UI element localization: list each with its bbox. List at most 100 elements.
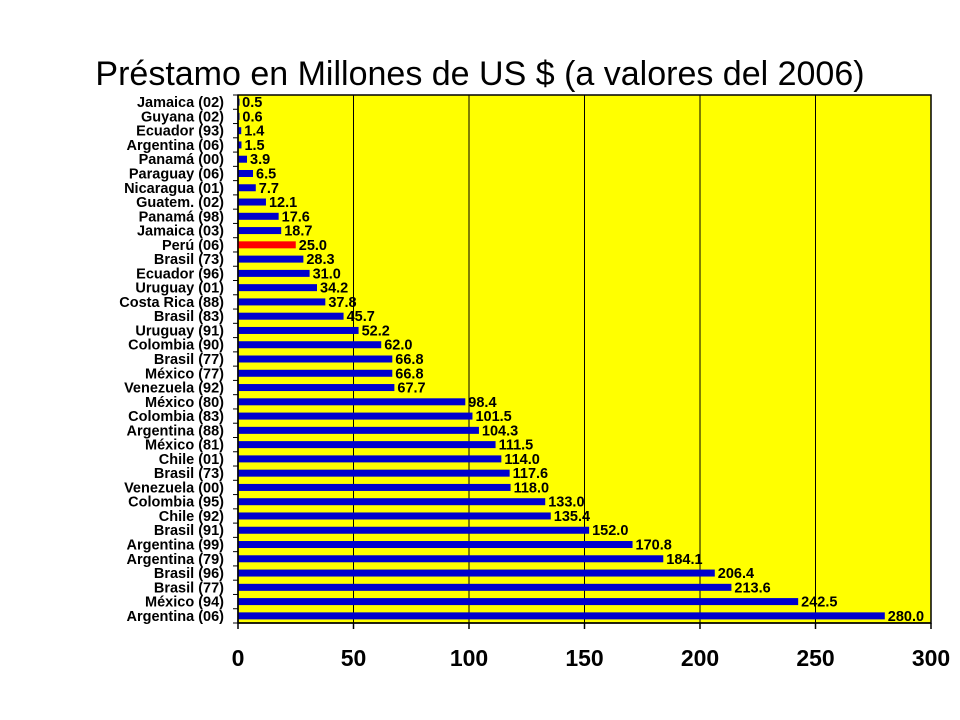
x-tick-label: 0 <box>232 645 245 671</box>
bars <box>238 98 885 620</box>
data-label: 213.6 <box>734 580 770 596</box>
x-tick-label: 300 <box>912 645 950 671</box>
data-label: 104.3 <box>482 423 518 439</box>
data-label: 25.0 <box>299 238 327 254</box>
category-label: Brasil (96) <box>154 566 224 582</box>
category-label: Uruguay (01) <box>135 281 224 297</box>
category-label: Nicaragua (01) <box>124 181 224 197</box>
x-tick-label: 150 <box>565 645 603 671</box>
data-label: 98.4 <box>468 395 496 411</box>
category-label: Argentina (06) <box>127 138 225 154</box>
category-label: Ecuador (96) <box>136 266 224 282</box>
data-label: 7.7 <box>259 181 279 197</box>
bar <box>238 398 466 406</box>
category-label: Venezuela (92) <box>124 381 224 397</box>
bar <box>238 355 393 363</box>
bar <box>238 269 310 277</box>
bar <box>238 455 502 463</box>
category-label: México (94) <box>145 595 224 611</box>
data-label: 101.5 <box>475 409 511 425</box>
category-label: Perú (06) <box>162 238 224 254</box>
category-label: Guyana (02) <box>141 109 224 125</box>
x-tick-label: 100 <box>450 645 488 671</box>
bar <box>238 255 304 263</box>
data-label: 206.4 <box>718 566 754 582</box>
bar <box>238 284 318 292</box>
data-label: 117.6 <box>513 466 549 482</box>
data-label: 6.5 <box>256 166 276 182</box>
category-label: Jamaica (02) <box>137 95 224 111</box>
bar <box>238 141 242 149</box>
data-label: 34.2 <box>320 281 348 297</box>
bar <box>238 212 279 220</box>
bar <box>238 498 546 506</box>
data-label: 28.3 <box>306 252 334 268</box>
bar <box>238 598 799 606</box>
category-label: Argentina (06) <box>127 609 225 625</box>
bar <box>238 326 359 334</box>
data-label: 12.1 <box>269 195 297 211</box>
category-label: México (81) <box>145 438 224 454</box>
category-label: México (80) <box>145 395 224 411</box>
category-label: Uruguay (91) <box>135 323 224 339</box>
bar <box>238 541 633 549</box>
data-label: 37.8 <box>328 295 356 311</box>
data-label: 1.5 <box>244 138 264 154</box>
bar <box>238 227 282 235</box>
data-label: 0.6 <box>242 109 262 125</box>
bar <box>238 155 248 163</box>
category-label: Brasil (83) <box>154 309 224 325</box>
bar <box>238 512 551 520</box>
category-label: Brasil (73) <box>154 466 224 482</box>
data-label: 280.0 <box>888 609 924 625</box>
data-label: 62.0 <box>384 338 412 354</box>
bar <box>238 127 242 135</box>
bar <box>238 341 382 349</box>
data-label: 184.1 <box>666 552 702 568</box>
data-label: 242.5 <box>801 595 837 611</box>
category-label: Costa Rica (88) <box>119 295 224 311</box>
data-label: 1.4 <box>244 124 264 140</box>
bar <box>238 569 715 577</box>
bar <box>238 298 326 306</box>
bar <box>238 384 395 392</box>
category-label: Argentina (99) <box>127 538 225 554</box>
data-label: 170.8 <box>636 538 672 554</box>
category-label: Jamaica (03) <box>137 224 224 240</box>
category-label: Brasil (73) <box>154 252 224 268</box>
data-label: 17.6 <box>282 209 310 225</box>
category-label: Brasil (91) <box>154 523 224 539</box>
category-label: Argentina (88) <box>127 423 225 439</box>
grid-lines <box>353 95 932 623</box>
category-label: Colombia (83) <box>128 409 224 425</box>
bar <box>238 469 510 477</box>
category-label: Colombia (95) <box>128 495 224 511</box>
category-label: Guatem. (02) <box>136 195 224 211</box>
bar <box>238 312 344 320</box>
category-label: Brasil (77) <box>154 580 224 596</box>
bar <box>238 612 885 620</box>
data-label: 3.9 <box>250 152 270 168</box>
category-label: Panamá (98) <box>139 209 225 225</box>
data-label: 111.5 <box>499 438 534 454</box>
category-label: Brasil (77) <box>154 352 224 368</box>
category-label: Panamá (00) <box>139 152 225 168</box>
data-label: 152.0 <box>592 523 628 539</box>
data-labels: 0.50.61.41.53.96.57.712.117.618.725.028.… <box>242 95 924 625</box>
category-label: Chile (92) <box>159 509 224 525</box>
x-tick-label: 200 <box>681 645 719 671</box>
bar <box>238 169 254 177</box>
category-label: Argentina (79) <box>127 552 225 568</box>
bar <box>238 369 393 377</box>
data-label: 67.7 <box>397 381 425 397</box>
bar <box>238 441 496 449</box>
x-axis: 0 50 100 150 200 250 300 <box>232 94 950 671</box>
x-tick-label: 250 <box>796 645 834 671</box>
data-label: 133.0 <box>548 495 584 511</box>
category-label: México (77) <box>145 366 224 382</box>
category-label: Chile (01) <box>159 452 224 468</box>
bar <box>238 184 256 192</box>
data-label: 0.5 <box>242 95 262 111</box>
data-label: 52.2 <box>362 323 390 339</box>
